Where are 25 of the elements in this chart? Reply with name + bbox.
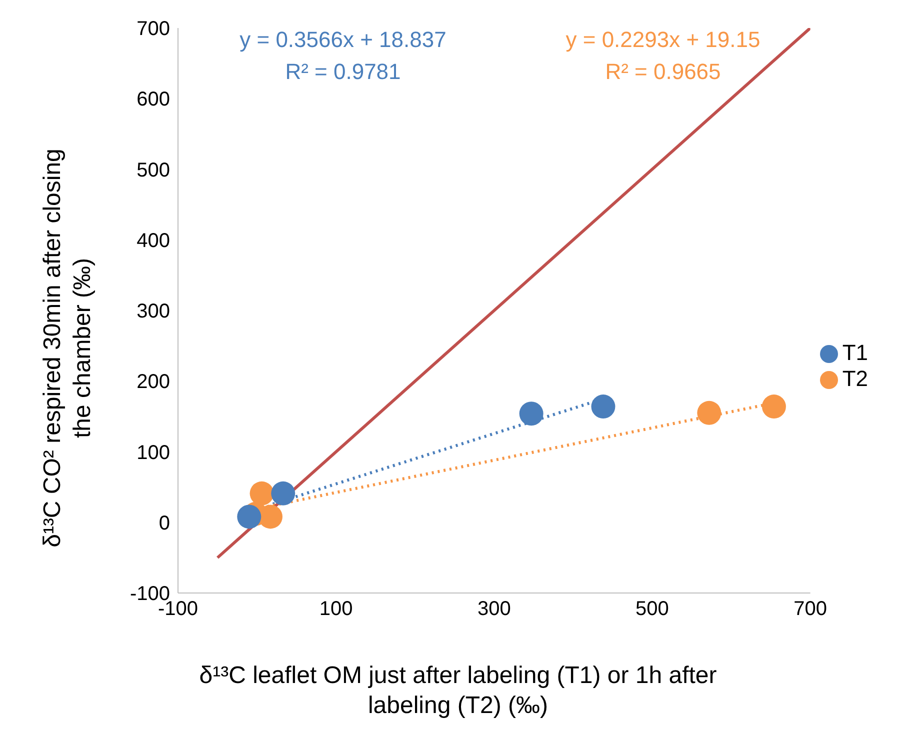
- y-tick-label: 400: [136, 230, 170, 252]
- y-tick-label: 500: [136, 159, 170, 182]
- y-tick-label: 600: [136, 88, 170, 111]
- y-tick-label: 100: [136, 442, 170, 464]
- y-tick-label: 0: [158, 512, 170, 534]
- y-tick-label: 700: [136, 18, 170, 40]
- x-tick-label: 700: [794, 598, 827, 620]
- point: [271, 481, 296, 506]
- x-tick-label: 500: [636, 598, 669, 620]
- y-axis-title: δ¹³C CO² respired 30min after closing the chamber (‰): [38, 148, 97, 550]
- x-tick-label: 300: [477, 598, 511, 620]
- point: [591, 394, 616, 419]
- x-axis-title: δ¹³C leaflet OM just after labeling (T1) or 1h after labeling (T2) (‰): [198, 661, 718, 721]
- annotation: y = 0.3566x + 18.837 R² = 0.9781: [238, 26, 448, 86]
- legend-label: T1: [842, 340, 868, 364]
- point: [237, 504, 262, 529]
- annotation: y = 0.2293x + 19.15 R² = 0.9665: [564, 26, 762, 86]
- point: [762, 394, 786, 419]
- point: [250, 481, 274, 506]
- point: [697, 400, 722, 425]
- legend-label: T2: [842, 366, 868, 390]
- point: [519, 402, 544, 426]
- y-tick-label: 200: [136, 371, 170, 394]
- x-tick-label: 100: [319, 598, 353, 620]
- y-tick-label: 300: [136, 300, 170, 323]
